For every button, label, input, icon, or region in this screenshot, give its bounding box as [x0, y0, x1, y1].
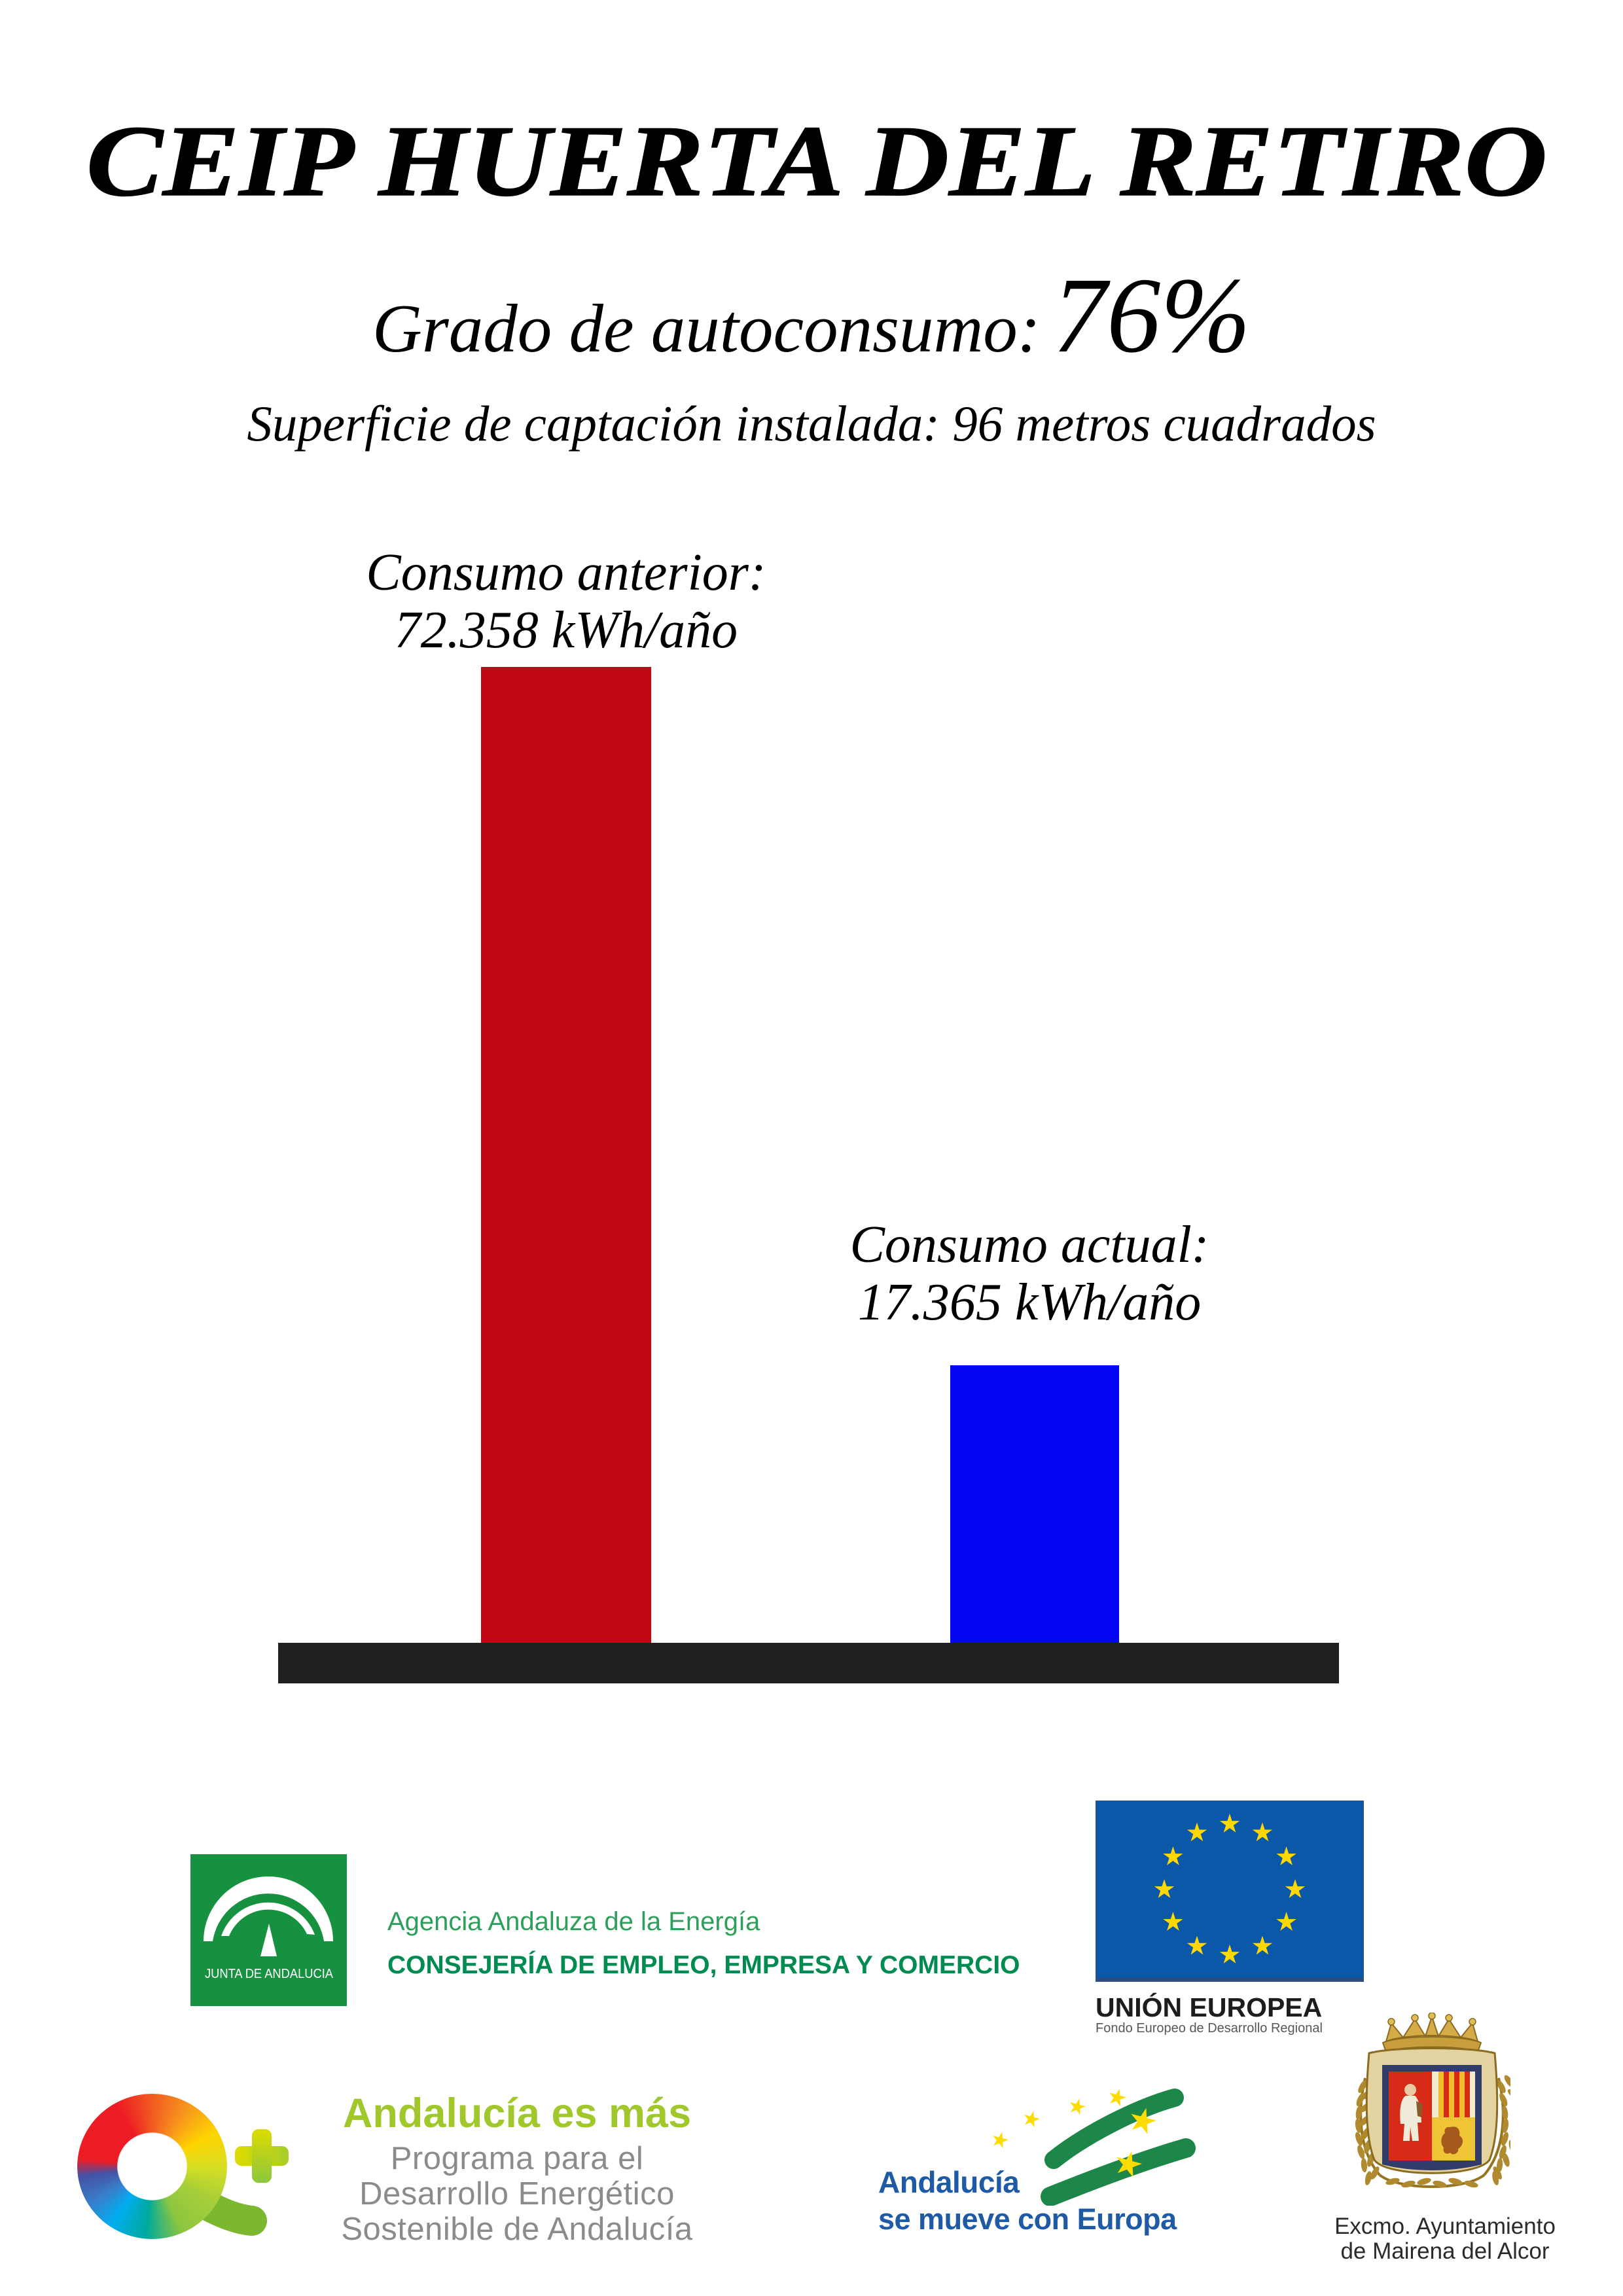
svg-text:JUNTA DE ANDALUCIA: JUNTA DE ANDALUCIA	[205, 1967, 334, 1981]
